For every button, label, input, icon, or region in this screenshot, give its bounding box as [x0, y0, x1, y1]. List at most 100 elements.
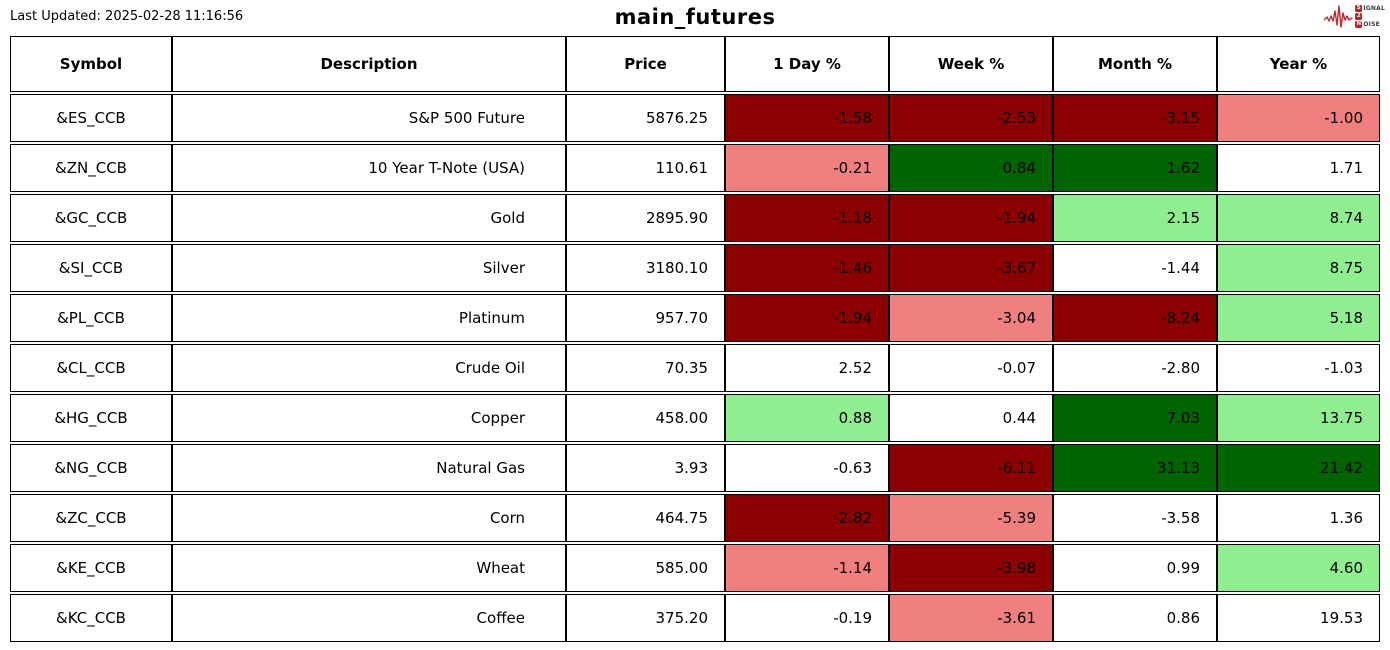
- year-change-cell: 4.60: [1217, 544, 1380, 592]
- logo-badge: 2: [1355, 13, 1363, 20]
- month-change-cell: -2.80: [1053, 344, 1217, 392]
- table-row: &ZN_CCB 10 Year T-Note (USA) 110.61 -0.21 0.…: [10, 144, 1380, 192]
- symbol-cell: &HG_CCB: [10, 394, 172, 442]
- day-change-cell: 0.88: [725, 394, 889, 442]
- column-header-month: Month %: [1053, 36, 1217, 92]
- column-header-symbol: Symbol: [10, 36, 172, 92]
- price-cell: 957.70: [566, 294, 725, 342]
- year-change-cell: -1.00: [1217, 94, 1380, 142]
- logo-badge: S: [1355, 5, 1363, 12]
- description-cell: Platinum: [172, 294, 566, 342]
- month-change-cell: 0.86: [1053, 594, 1217, 642]
- symbol-cell: &KE_CCB: [10, 544, 172, 592]
- price-cell: 458.00: [566, 394, 725, 442]
- week-change-cell: -0.07: [889, 344, 1053, 392]
- symbol-cell: &CL_CCB: [10, 344, 172, 392]
- logo-badge: N: [1355, 21, 1363, 28]
- symbol-cell: &ZC_CCB: [10, 494, 172, 542]
- day-change-cell: -1.14: [725, 544, 889, 592]
- price-cell: 2895.90: [566, 194, 725, 242]
- week-change-cell: -3.61: [889, 594, 1053, 642]
- table-row: &NG_CCB Natural Gas 3.93 -0.63 -6.11 31.13 21.…: [10, 444, 1380, 492]
- year-change-cell: 8.75: [1217, 244, 1380, 292]
- month-change-cell: 1.62: [1053, 144, 1217, 192]
- week-change-cell: -3.98: [889, 544, 1053, 592]
- day-change-cell: -1.58: [725, 94, 889, 142]
- table-row: &PL_CCB Platinum 957.70 -1.94 -3.04 -8.24 5.18: [10, 294, 1380, 342]
- table-row: &CL_CCB Crude Oil 70.35 2.52 -0.07 -2.80 -1.03: [10, 344, 1380, 392]
- table-header-row: Symbol Description Price 1 Day % Week % Month…: [10, 36, 1380, 92]
- price-cell: 464.75: [566, 494, 725, 542]
- signal2noise-logo: S IGNAL 2 N OISE: [1324, 3, 1385, 30]
- day-change-cell: -1.94: [725, 294, 889, 342]
- price-cell: 3180.10: [566, 244, 725, 292]
- column-header-description: Description: [172, 36, 566, 92]
- logo-word-rest: OISE: [1363, 21, 1380, 28]
- column-header-year: Year %: [1217, 36, 1380, 92]
- price-cell: 375.20: [566, 594, 725, 642]
- table-row: &ES_CCB S&P 500 Future 5876.25 -1.58 -2.53 -3…: [10, 94, 1380, 142]
- week-change-cell: -5.39: [889, 494, 1053, 542]
- table-row: &SI_CCB Silver 3180.10 -1.46 -3.67 -1.44 8.75: [10, 244, 1380, 292]
- week-change-cell: -2.53: [889, 94, 1053, 142]
- symbol-cell: &ZN_CCB: [10, 144, 172, 192]
- symbol-cell: &ES_CCB: [10, 94, 172, 142]
- top-bar: Last Updated: 2025-02-28 11:16:56 main_f…: [0, 0, 1390, 34]
- price-cell: 3.93: [566, 444, 725, 492]
- symbol-cell: &PL_CCB: [10, 294, 172, 342]
- day-change-cell: -0.63: [725, 444, 889, 492]
- description-cell: S&P 500 Future: [172, 94, 566, 142]
- month-change-cell: -8.24: [1053, 294, 1217, 342]
- description-cell: Crude Oil: [172, 344, 566, 392]
- symbol-cell: &SI_CCB: [10, 244, 172, 292]
- table-row: &ZC_CCB Corn 464.75 -2.82 -5.39 -3.58 1.36: [10, 494, 1380, 542]
- symbol-cell: &KC_CCB: [10, 594, 172, 642]
- logo-word: S IGNAL: [1355, 5, 1385, 12]
- logo-wordmark: S IGNAL 2 N OISE: [1355, 5, 1385, 28]
- description-cell: 10 Year T-Note (USA): [172, 144, 566, 192]
- price-cell: 5876.25: [566, 94, 725, 142]
- waveform-icon: [1324, 5, 1354, 28]
- price-cell: 585.00: [566, 544, 725, 592]
- futures-table: Symbol Description Price 1 Day % Week % Month…: [10, 34, 1380, 644]
- description-cell: Coffee: [172, 594, 566, 642]
- logo-word: N OISE: [1355, 21, 1385, 28]
- month-change-cell: 7.03: [1053, 394, 1217, 442]
- month-change-cell: -3.58: [1053, 494, 1217, 542]
- price-cell: 110.61: [566, 144, 725, 192]
- year-change-cell: -1.03: [1217, 344, 1380, 392]
- description-cell: Corn: [172, 494, 566, 542]
- year-change-cell: 19.53: [1217, 594, 1380, 642]
- last-updated-label: Last Updated: 2025-02-28 11:16:56: [10, 9, 244, 24]
- year-change-cell: 8.74: [1217, 194, 1380, 242]
- month-change-cell: 0.99: [1053, 544, 1217, 592]
- day-change-cell: -1.18: [725, 194, 889, 242]
- week-change-cell: 0.84: [889, 144, 1053, 192]
- table-row: &GC_CCB Gold 2895.90 -1.18 -1.94 2.15 8.74: [10, 194, 1380, 242]
- month-change-cell: 2.15: [1053, 194, 1217, 242]
- week-change-cell: -1.94: [889, 194, 1053, 242]
- month-change-cell: -3.15: [1053, 94, 1217, 142]
- week-change-cell: -6.11: [889, 444, 1053, 492]
- description-cell: Copper: [172, 394, 566, 442]
- description-cell: Wheat: [172, 544, 566, 592]
- column-header-week: Week %: [889, 36, 1053, 92]
- day-change-cell: 2.52: [725, 344, 889, 392]
- logo-word: 2: [1355, 13, 1385, 20]
- description-cell: Natural Gas: [172, 444, 566, 492]
- day-change-cell: -0.21: [725, 144, 889, 192]
- symbol-cell: &GC_CCB: [10, 194, 172, 242]
- day-change-cell: -1.46: [725, 244, 889, 292]
- logo-word-rest: IGNAL: [1363, 5, 1385, 12]
- year-change-cell: 1.36: [1217, 494, 1380, 542]
- column-header-1-day: 1 Day %: [725, 36, 889, 92]
- month-change-cell: 31.13: [1053, 444, 1217, 492]
- year-change-cell: 5.18: [1217, 294, 1380, 342]
- year-change-cell: 21.42: [1217, 444, 1380, 492]
- week-change-cell: -3.67: [889, 244, 1053, 292]
- table-row: &KC_CCB Coffee 375.20 -0.19 -3.61 0.86 19.53: [10, 594, 1380, 642]
- table-row: &KE_CCB Wheat 585.00 -1.14 -3.98 0.99 4.60: [10, 544, 1380, 592]
- page-title: main_futures: [614, 5, 776, 29]
- year-change-cell: 1.71: [1217, 144, 1380, 192]
